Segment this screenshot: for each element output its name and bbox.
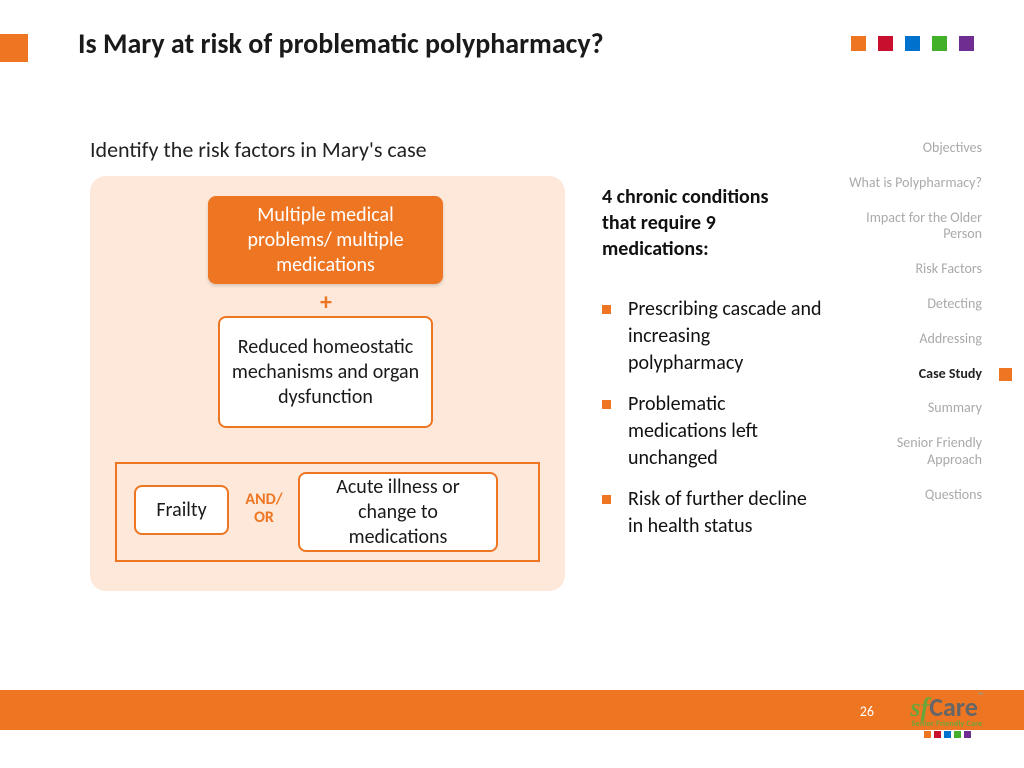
trademark-icon: ™: [978, 691, 984, 701]
nav-item-active[interactable]: Case Study: [842, 366, 982, 383]
nav-item[interactable]: Addressing: [842, 331, 982, 348]
slide-title: Is Mary at risk of problematic polypharm…: [78, 26, 604, 61]
nav-item[interactable]: Detecting: [842, 296, 982, 313]
square-icon: [959, 36, 974, 51]
logo-color-squares: [892, 731, 1002, 738]
diagram-box-acute: Acute illness or change to medications: [298, 472, 498, 552]
title-accent-square: [0, 34, 28, 62]
list-item: Problematic medications left unchanged: [602, 391, 822, 472]
list-item: Prescribing cascade and increasing polyp…: [602, 296, 822, 377]
square-icon: [944, 731, 951, 738]
nav-item[interactable]: What is Polypharmacy?: [842, 175, 982, 192]
diagram-box-homeostatic: Reduced homeostatic mechanisms and organ…: [218, 316, 433, 428]
info-bullet-list: Prescribing cascade and increasing polyp…: [602, 296, 822, 554]
page-number: 26: [860, 703, 874, 720]
diagram-box-multiple-problems: Multiple medical problems/ multiple medi…: [208, 196, 443, 284]
square-icon: [924, 731, 931, 738]
nav-item[interactable]: Senior Friendly Approach: [842, 435, 982, 469]
and-or-connector: AND/ OR: [240, 491, 288, 526]
header-color-squares: [851, 36, 974, 51]
nav-item[interactable]: Risk Factors: [842, 261, 982, 278]
square-icon: [932, 36, 947, 51]
nav-item[interactable]: Summary: [842, 400, 982, 417]
slide-subtitle: Identify the risk factors in Mary's case: [90, 136, 427, 163]
nav-item[interactable]: Impact for the Older Person: [842, 210, 982, 244]
sfcare-logo: sfCare™ Senior Friendly Care: [892, 691, 1002, 738]
list-item: Risk of further decline in health status: [602, 486, 822, 540]
square-icon: [851, 36, 866, 51]
info-heading: 4 chronic conditions that require 9 medi…: [602, 184, 782, 262]
square-icon: [964, 731, 971, 738]
plus-icon: +: [320, 288, 332, 317]
square-icon: [954, 731, 961, 738]
square-icon: [934, 731, 941, 738]
diagram-panel: Multiple medical problems/ multiple medi…: [90, 176, 565, 591]
slide: Is Mary at risk of problematic polypharm…: [0, 0, 1024, 768]
logo-sf: sf: [910, 693, 929, 722]
nav-item[interactable]: Objectives: [842, 140, 982, 157]
logo-tagline: Senior Friendly Care: [892, 719, 1002, 729]
section-nav: Objectives What is Polypharmacy? Impact …: [842, 140, 982, 522]
nav-item[interactable]: Questions: [842, 487, 982, 504]
square-icon: [905, 36, 920, 51]
square-icon: [878, 36, 893, 51]
diagram-box-frailty: Frailty: [134, 485, 229, 535]
